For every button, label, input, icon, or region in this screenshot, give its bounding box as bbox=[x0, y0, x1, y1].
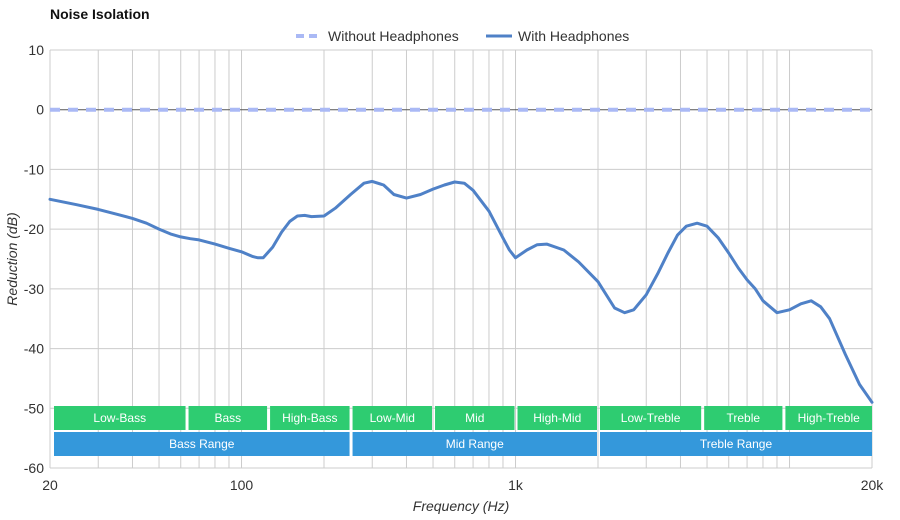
range-band bbox=[352, 432, 597, 456]
sub-band-label: High-Bass bbox=[282, 411, 337, 425]
y-tick-label: -60 bbox=[24, 460, 44, 476]
sub-band bbox=[517, 406, 597, 430]
chart-title: Noise Isolation bbox=[50, 6, 150, 22]
sub-band-label: Low-Treble bbox=[621, 411, 681, 425]
axis-titles: Frequency (Hz) Reduction (dB) bbox=[4, 212, 509, 514]
sub-band-label: Treble bbox=[727, 411, 761, 425]
legend: Without Headphones With Headphones bbox=[296, 28, 629, 44]
y-tick-label: -10 bbox=[24, 161, 44, 177]
x-tick-label: 1k bbox=[508, 477, 524, 493]
legend-label: With Headphones bbox=[518, 28, 629, 44]
grid bbox=[49, 49, 873, 469]
y-tick-label: -40 bbox=[24, 341, 44, 357]
x-tick-label: 20 bbox=[42, 477, 58, 493]
sub-band bbox=[270, 406, 350, 430]
range-band-label: Treble Range bbox=[700, 437, 773, 451]
range-band bbox=[54, 432, 350, 456]
series-lines bbox=[48, 107, 874, 404]
sub-band bbox=[54, 406, 186, 430]
sub-band-label: Low-Bass bbox=[93, 411, 146, 425]
y-tick-label: 0 bbox=[36, 102, 44, 118]
series-line bbox=[48, 179, 874, 404]
sub-band bbox=[352, 406, 433, 430]
sub-band bbox=[785, 406, 872, 430]
sub-band bbox=[704, 406, 783, 430]
range-band-label: Bass Range bbox=[169, 437, 235, 451]
sub-band bbox=[600, 406, 702, 430]
sub-band-label: High-Treble bbox=[798, 411, 861, 425]
sub-band-label: Bass bbox=[214, 411, 241, 425]
range-band-label: Mid Range bbox=[446, 437, 504, 451]
legend-label: Without Headphones bbox=[328, 28, 459, 44]
sub-band-label: Low-Mid bbox=[370, 411, 415, 425]
x-axis-title: Frequency (Hz) bbox=[413, 498, 509, 514]
range-band bbox=[600, 432, 872, 456]
y-axis-title: Reduction (dB) bbox=[4, 212, 20, 305]
x-tick-label: 20k bbox=[861, 477, 885, 493]
sub-band bbox=[188, 406, 268, 430]
frequency-bands: Low-Bass Bass High-Bass Low-Mid Mid High-Mid L… bbox=[54, 406, 872, 456]
sub-band bbox=[435, 406, 515, 430]
y-tick-label: -20 bbox=[24, 221, 44, 237]
sub-band-label: Mid bbox=[465, 411, 484, 425]
y-tick-label: -30 bbox=[24, 281, 44, 297]
y-tick-label: -50 bbox=[24, 400, 44, 416]
sub-band-label: High-Mid bbox=[533, 411, 581, 425]
y-tick-label: 10 bbox=[28, 42, 44, 58]
x-tick-label: 100 bbox=[230, 477, 254, 493]
